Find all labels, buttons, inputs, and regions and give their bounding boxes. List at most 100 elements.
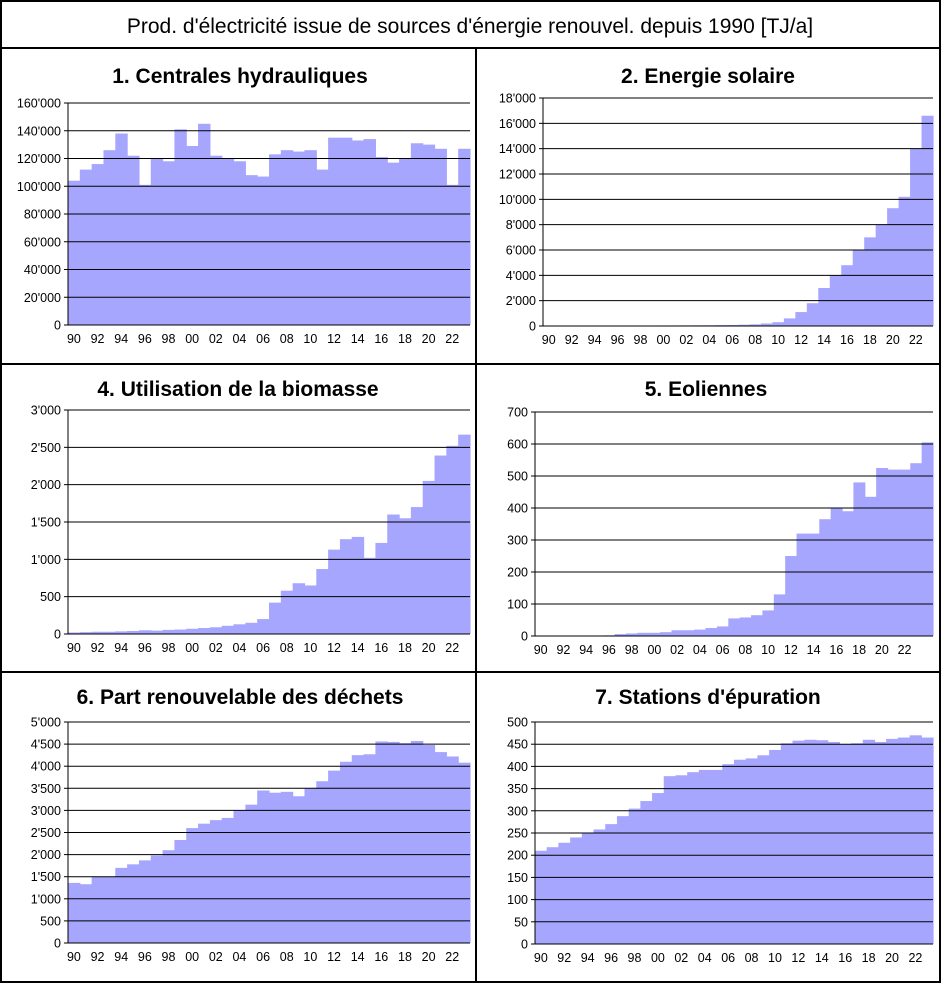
x-tick-label: 90: [534, 951, 548, 965]
bar: [898, 469, 911, 636]
chart-title: 2. Energie solaire: [621, 65, 795, 88]
bar: [558, 842, 571, 944]
bar: [921, 737, 934, 944]
bar: [751, 615, 764, 636]
bar: [328, 549, 341, 634]
x-tick-label: 94: [114, 332, 128, 346]
bar: [363, 557, 377, 634]
bar: [280, 150, 294, 325]
x-tick-label: 96: [138, 950, 152, 964]
y-tick-label: 2'500: [31, 441, 61, 455]
bar: [198, 123, 211, 325]
bar: [842, 511, 854, 636]
bar: [304, 150, 317, 325]
bar: [446, 184, 459, 325]
bar: [245, 622, 258, 634]
x-tick-label: 16: [374, 641, 388, 655]
chart-panel: 1. Centrales hydrauliques 0 20'000 40'000 60…: [17, 65, 471, 346]
x-tick-label: 04: [232, 641, 246, 655]
bar: [209, 627, 223, 634]
x-tick-label: 00: [656, 333, 670, 347]
y-tick-label: 0: [521, 630, 528, 644]
bar: [269, 792, 282, 943]
x-tick-label: 98: [625, 643, 639, 657]
x-tick-label: 16: [374, 332, 388, 346]
x-tick-label: 00: [185, 332, 199, 346]
bar: [245, 175, 258, 325]
x-tick-label: 12: [794, 333, 808, 347]
y-tick-label: 2'500: [31, 826, 61, 840]
x-tick-label: 22: [908, 951, 922, 965]
bar: [749, 324, 762, 326]
bar: [115, 133, 128, 325]
y-tick-label: 3'000: [31, 804, 61, 818]
bar: [760, 323, 774, 326]
x-tick-label: 04: [232, 332, 246, 346]
bar: [387, 741, 400, 943]
y-tick-label: 20'000: [24, 291, 61, 305]
x-tick-label: 22: [445, 641, 459, 655]
bar: [446, 445, 459, 634]
y-tick-label: 18'000: [499, 92, 536, 106]
bar: [783, 318, 796, 326]
x-tick-label: 94: [114, 950, 128, 964]
bar: [851, 743, 864, 944]
x-tick-label: 18: [862, 951, 876, 965]
x-tick-label: 92: [557, 951, 571, 965]
x-tick-label: 90: [67, 950, 81, 964]
y-tick-label: 14'000: [499, 142, 536, 156]
bar: [862, 739, 876, 944]
x-tick-label: 98: [162, 641, 176, 655]
bar: [328, 137, 341, 325]
bar: [174, 629, 187, 634]
bar: [648, 632, 661, 636]
bar: [819, 519, 832, 636]
bar: [652, 793, 665, 944]
y-tick-label: 2'000: [31, 478, 61, 492]
bar: [570, 837, 583, 944]
bar: [387, 162, 400, 325]
y-tick-label: 60'000: [24, 235, 61, 249]
bar: [316, 569, 329, 634]
bar: [410, 741, 424, 943]
bar: [304, 788, 317, 943]
x-tick-label: 12: [327, 641, 341, 655]
bar: [458, 148, 471, 325]
bar: [127, 864, 140, 943]
y-tick-label: 50: [514, 915, 528, 929]
y-tick-label: 300: [507, 804, 528, 818]
bar: [304, 585, 317, 634]
bar: [434, 752, 447, 943]
bar: [91, 631, 105, 634]
x-tick-label: 92: [91, 332, 105, 346]
x-tick-label: 22: [445, 332, 459, 346]
y-tick-label: 8'000: [506, 218, 536, 232]
bar: [375, 157, 388, 325]
bar: [705, 628, 718, 636]
y-tick-label: 4'500: [31, 738, 61, 752]
x-tick-label: 16: [838, 951, 852, 965]
bar: [772, 322, 785, 326]
bar: [698, 769, 712, 944]
x-tick-label: 20: [422, 641, 436, 655]
bar: [864, 237, 877, 326]
bar: [605, 824, 618, 944]
bar: [257, 619, 270, 634]
x-tick-label: 08: [280, 332, 294, 346]
bar: [68, 632, 81, 634]
x-tick-label: 96: [138, 641, 152, 655]
x-tick-label: 20: [886, 333, 900, 347]
bar: [162, 161, 176, 325]
bar: [773, 594, 786, 636]
y-tick-label: 100: [507, 598, 528, 612]
bar: [280, 590, 294, 634]
bar: [198, 628, 211, 634]
x-tick-label: 14: [817, 333, 831, 347]
bar: [663, 776, 677, 944]
bar: [292, 583, 306, 634]
x-tick-label: 08: [280, 950, 294, 964]
bar: [91, 876, 105, 943]
bar: [103, 631, 116, 634]
x-tick-label: 94: [114, 641, 128, 655]
